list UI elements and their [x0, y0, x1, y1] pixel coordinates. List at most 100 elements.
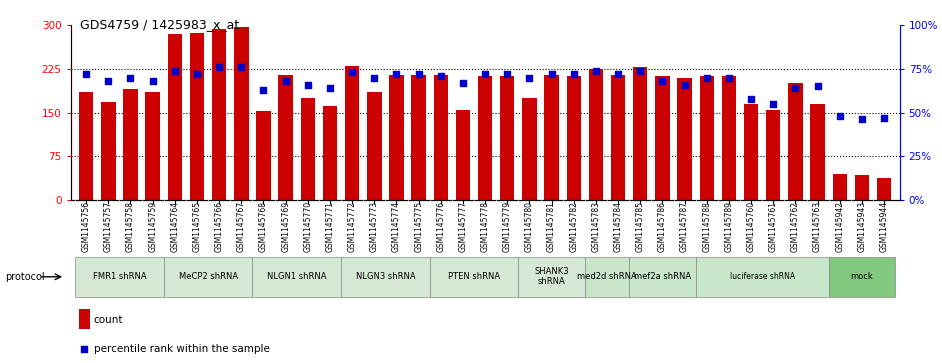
Point	[500, 71, 515, 77]
Bar	[744, 104, 758, 200]
Bar	[478, 76, 493, 200]
Bar	[518, 257, 585, 297]
Point	[655, 78, 670, 84]
Text: GSM1145785: GSM1145785	[636, 201, 644, 252]
Text: GSM1145772: GSM1145772	[348, 201, 357, 252]
Point	[455, 80, 470, 86]
Bar	[810, 104, 825, 200]
Bar	[164, 257, 252, 297]
Point	[212, 64, 227, 70]
Bar	[629, 257, 696, 297]
Text: GSM1145784: GSM1145784	[613, 201, 623, 252]
Text: GSM1145787: GSM1145787	[680, 201, 690, 252]
Text: GSM1145780: GSM1145780	[525, 201, 534, 252]
Point	[76, 347, 91, 352]
Bar	[585, 257, 629, 297]
Text: mock: mock	[851, 272, 873, 281]
Point	[766, 101, 781, 107]
Point	[877, 115, 892, 121]
Bar	[433, 75, 448, 200]
Text: FMR1 shRNA: FMR1 shRNA	[92, 272, 146, 281]
Point	[722, 75, 737, 81]
Point	[677, 82, 692, 87]
Text: GSM1145789: GSM1145789	[724, 201, 734, 252]
Point	[78, 71, 93, 77]
Text: GSM1145762: GSM1145762	[791, 201, 800, 252]
Text: GSM1145773: GSM1145773	[370, 201, 379, 252]
Text: GSM1145758: GSM1145758	[126, 201, 135, 252]
Point	[544, 71, 560, 77]
Bar	[456, 110, 470, 200]
Bar	[833, 174, 847, 200]
Text: GSM1145760: GSM1145760	[747, 201, 755, 252]
Bar	[766, 110, 781, 200]
Bar	[101, 102, 116, 200]
Point	[145, 78, 160, 84]
Bar	[430, 257, 518, 297]
Bar	[79, 92, 93, 200]
Point	[743, 96, 758, 102]
Point	[633, 68, 648, 74]
Point	[610, 71, 625, 77]
Bar	[500, 76, 514, 200]
Bar	[367, 92, 382, 200]
Bar	[412, 75, 426, 200]
Bar	[566, 76, 581, 200]
Text: SHANK3
shRNA: SHANK3 shRNA	[534, 267, 569, 286]
Point	[589, 68, 604, 74]
Bar	[235, 26, 249, 200]
Text: GSM1145777: GSM1145777	[459, 201, 467, 252]
Point	[522, 75, 537, 81]
Point	[300, 82, 316, 87]
Text: GSM1145759: GSM1145759	[148, 201, 157, 252]
Bar	[611, 75, 625, 200]
Bar	[345, 66, 359, 200]
Point	[189, 71, 204, 77]
Text: GSM1145769: GSM1145769	[281, 201, 290, 252]
Text: GSM1145761: GSM1145761	[769, 201, 778, 252]
Text: GSM1145778: GSM1145778	[480, 201, 490, 252]
Text: GSM1145766: GSM1145766	[215, 201, 223, 252]
Bar	[854, 175, 869, 200]
Point	[101, 78, 116, 84]
Text: GSM1145783: GSM1145783	[592, 201, 600, 252]
Bar	[212, 29, 226, 200]
Bar	[123, 89, 138, 200]
Text: GSM1145757: GSM1145757	[104, 201, 113, 252]
Point	[566, 71, 581, 77]
Bar	[788, 83, 803, 200]
Point	[433, 73, 448, 79]
Text: GSM1145767: GSM1145767	[236, 201, 246, 252]
Text: MeCP2 shRNA: MeCP2 shRNA	[178, 272, 237, 281]
Text: GSM1145786: GSM1145786	[658, 201, 667, 252]
Point	[832, 113, 847, 119]
Bar	[145, 92, 160, 200]
Bar	[252, 257, 341, 297]
Bar	[522, 98, 537, 200]
Point	[123, 75, 138, 81]
Point	[322, 85, 337, 91]
Point	[411, 71, 426, 77]
Point	[168, 68, 183, 74]
Bar	[722, 76, 736, 200]
Text: GSM1145943: GSM1145943	[857, 201, 867, 252]
Point	[345, 70, 360, 76]
Bar	[544, 75, 559, 200]
Text: PTEN shRNA: PTEN shRNA	[448, 272, 500, 281]
Point	[810, 83, 825, 89]
Bar	[323, 106, 337, 200]
Point	[478, 71, 493, 77]
Bar	[279, 75, 293, 200]
Text: GSM1145764: GSM1145764	[171, 201, 179, 252]
Bar	[256, 111, 270, 200]
Bar	[168, 34, 182, 200]
Text: GSM1145774: GSM1145774	[392, 201, 401, 252]
Point	[256, 87, 271, 93]
Text: GSM1145779: GSM1145779	[503, 201, 512, 252]
Bar	[589, 69, 603, 200]
Text: GSM1145944: GSM1145944	[880, 201, 888, 252]
Text: GDS4759 / 1425983_x_at: GDS4759 / 1425983_x_at	[80, 18, 239, 31]
Point	[788, 85, 803, 91]
Text: GSM1145942: GSM1145942	[836, 201, 844, 252]
Text: mef2a shRNA: mef2a shRNA	[634, 272, 691, 281]
